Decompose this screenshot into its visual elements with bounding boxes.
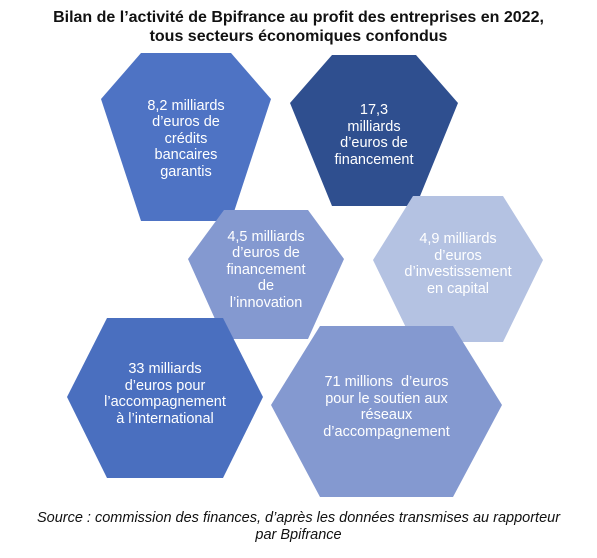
text-line: bancaires bbox=[154, 147, 218, 164]
text-line: 17,3 bbox=[359, 102, 389, 118]
hexagon-innovation bbox=[188, 210, 344, 339]
hexagon-credits-label: 8,2 milliards d’euros de crédits bancair… bbox=[110, 95, 262, 183]
text-line: réseaux bbox=[360, 407, 413, 423]
text-line: 8,2 milliards bbox=[147, 97, 225, 114]
chart-title: Bilan de l’activité de Bpifrance au prof… bbox=[0, 8, 597, 46]
title-line-1: Bilan de l’activité de Bpifrance au prof… bbox=[53, 9, 544, 26]
text-line: 4,9 milliards bbox=[419, 231, 497, 247]
text-line: à l’international bbox=[116, 410, 214, 427]
text-line: en capital bbox=[426, 280, 490, 297]
text-line: d’accompagnement bbox=[323, 423, 450, 440]
text-line: d’euros de bbox=[340, 135, 408, 151]
hexagon-credits bbox=[101, 53, 271, 221]
text-line: de bbox=[257, 278, 275, 295]
hexagon-international bbox=[67, 318, 263, 478]
hexagon-reseaux bbox=[271, 326, 502, 497]
text-line: d’euros de bbox=[152, 114, 220, 131]
text-line: financement bbox=[226, 261, 306, 278]
text-line: 4,5 milliards bbox=[227, 228, 305, 245]
hexagon-innovation-label: 4,5 milliards d’euros de financement de … bbox=[193, 226, 339, 314]
text-line: garantis bbox=[160, 163, 212, 180]
text-line: financement bbox=[334, 151, 414, 168]
hexagon-capital-label: 4,9 milliards d’euros d’investissement e… bbox=[380, 228, 536, 300]
text-line: l’accompagnement bbox=[104, 394, 226, 410]
text-line: d’euros de bbox=[232, 245, 300, 262]
text-line: 71 millions d’euros bbox=[324, 374, 449, 390]
text-line: d’euros pour bbox=[124, 377, 206, 394]
source-note: Source : commission des finances, d’aprè… bbox=[0, 510, 597, 544]
text-line: pour le soutien aux bbox=[325, 390, 448, 407]
text-line: d’euros bbox=[434, 247, 482, 264]
text-line: 33 milliards bbox=[128, 361, 202, 377]
text-line: milliards bbox=[347, 118, 401, 135]
hexagon-capital bbox=[373, 196, 543, 342]
title-line-2: tous secteurs économiques confondus bbox=[149, 28, 448, 45]
hexagon-financement bbox=[290, 55, 458, 206]
source-line-2: par Bpifrance bbox=[255, 527, 342, 543]
text-line: d’investissement bbox=[404, 264, 512, 280]
hexagon-financement-label: 17,3 milliards d’euros de financement bbox=[300, 99, 448, 171]
text-line: l’innovation bbox=[229, 294, 303, 311]
hexagon-international-label: 33 milliards d’euros pour l’accompagneme… bbox=[75, 358, 255, 430]
text-line: crédits bbox=[164, 130, 208, 147]
hexagon-reseaux-label: 71 millions d’euros pour le soutien aux … bbox=[290, 371, 483, 443]
source-line-1: Source : commission des finances, d’aprè… bbox=[36, 510, 561, 526]
